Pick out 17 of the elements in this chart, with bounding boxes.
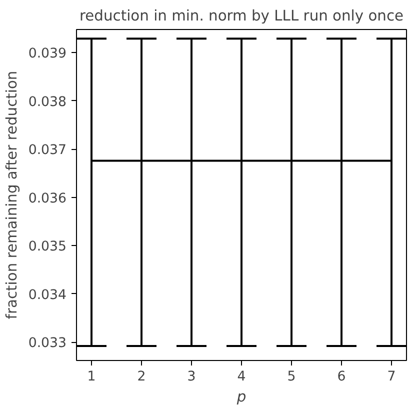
- y-tick-label: 0.037: [28, 143, 66, 158]
- x-tick-label: 5: [287, 370, 296, 384]
- y-tick-label: 0.039: [28, 46, 66, 62]
- x-tick-label: 2: [137, 370, 146, 384]
- x-tick-label: 4: [237, 370, 246, 384]
- y-tick-label: 0.038: [28, 94, 66, 110]
- y-tick-label: 0.035: [28, 240, 66, 255]
- y-tick-label: 0.036: [28, 191, 66, 206]
- y-axis-title: fraction remaining after reduction: [3, 70, 20, 320]
- chart-title: reduction in min. norm by LLL run only once: [79, 8, 404, 24]
- x-tick-label: 1: [87, 370, 96, 384]
- x-tick-label: 3: [187, 370, 196, 384]
- x-tick-label: 6: [337, 370, 346, 384]
- x-tick-label: 7: [387, 370, 396, 384]
- y-tick-label: 0.033: [28, 336, 66, 352]
- y-tick-label: 0.034: [28, 288, 66, 303]
- x-axis-title: p: [236, 388, 246, 406]
